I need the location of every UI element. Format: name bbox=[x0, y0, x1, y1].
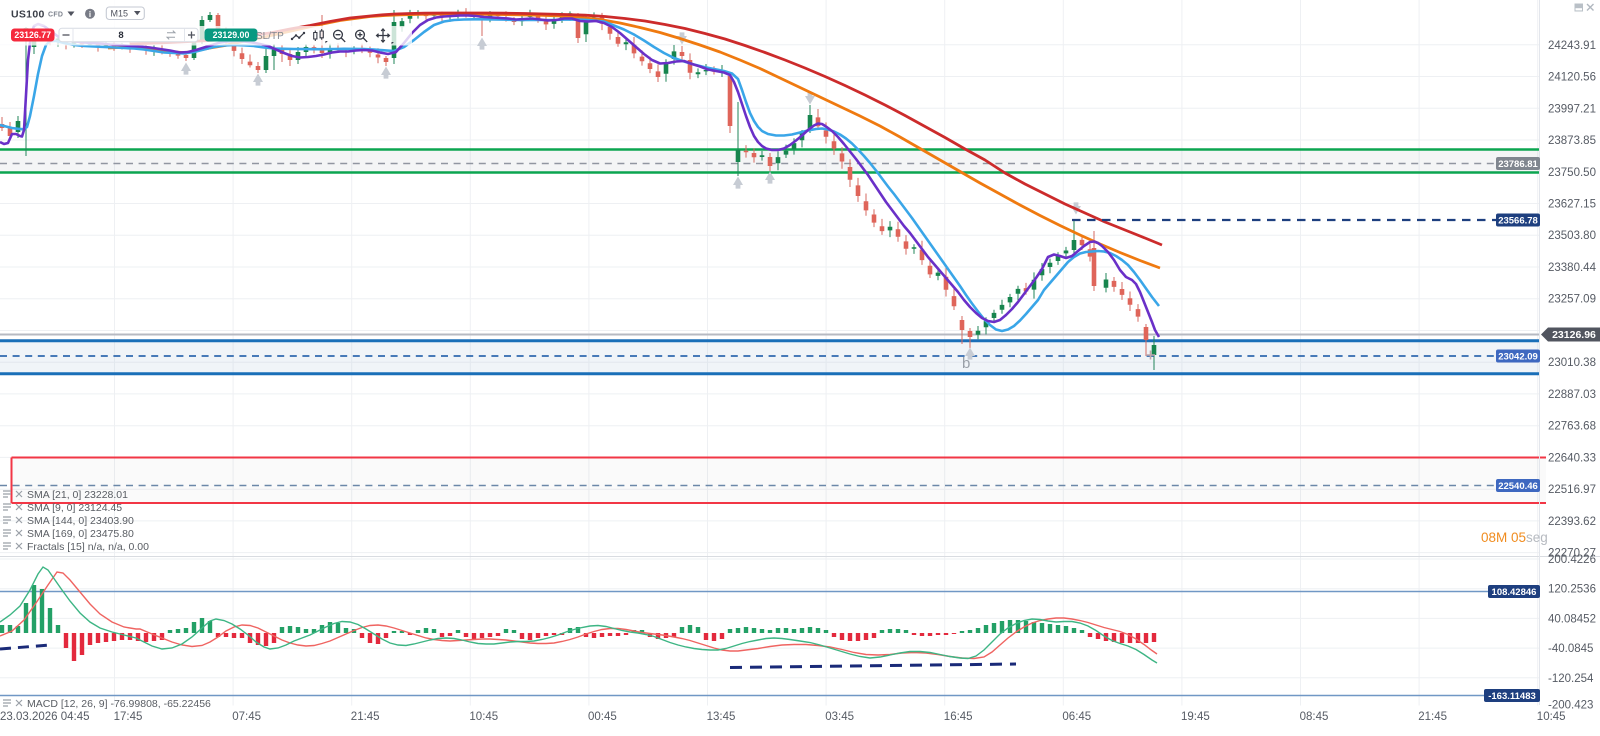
svg-text:200.4226: 200.4226 bbox=[1548, 554, 1596, 566]
svg-text:23.03.2026 04:45: 23.03.2026 04:45 bbox=[0, 711, 90, 723]
svg-text:MACD [12, 26, 9] -76.99808, -6: MACD [12, 26, 9] -76.99808, -65.22456 bbox=[27, 698, 211, 710]
svg-text:22540.46: 22540.46 bbox=[1498, 481, 1538, 492]
svg-text:23010.38: 23010.38 bbox=[1548, 357, 1596, 369]
svg-text:Fractals [15] n/a, n/a, 0.00: Fractals [15] n/a, n/a, 0.00 bbox=[27, 541, 149, 553]
svg-text:03:45: 03:45 bbox=[825, 711, 854, 723]
svg-text:22393.62: 22393.62 bbox=[1548, 516, 1596, 528]
svg-text:06:45: 06:45 bbox=[1062, 711, 1091, 723]
svg-text:17:45: 17:45 bbox=[114, 711, 143, 723]
svg-text:40.08452: 40.08452 bbox=[1548, 613, 1596, 625]
svg-text:-200.423: -200.423 bbox=[1548, 700, 1593, 712]
svg-text:23997.21: 23997.21 bbox=[1548, 103, 1596, 115]
svg-text:SL/TP: SL/TP bbox=[256, 31, 284, 42]
svg-text:23126.77: 23126.77 bbox=[14, 30, 51, 40]
svg-text:21:45: 21:45 bbox=[1418, 711, 1447, 723]
svg-text:CFD: CFD bbox=[48, 12, 63, 19]
svg-text:108.42846: 108.42846 bbox=[1492, 587, 1537, 598]
svg-text:16:45: 16:45 bbox=[944, 711, 973, 723]
svg-text:22763.68: 22763.68 bbox=[1548, 421, 1596, 433]
svg-text:8: 8 bbox=[118, 30, 123, 41]
svg-text:SMA [144, 0] 23403.90: SMA [144, 0] 23403.90 bbox=[27, 515, 134, 527]
svg-text:10:45: 10:45 bbox=[1537, 711, 1566, 723]
svg-text:23873.85: 23873.85 bbox=[1548, 135, 1596, 147]
svg-text:23042.09: 23042.09 bbox=[1498, 352, 1538, 363]
svg-text:SMA [21, 0] 23228.01: SMA [21, 0] 23228.01 bbox=[27, 489, 128, 501]
svg-text:08:45: 08:45 bbox=[1300, 711, 1329, 723]
svg-text:120.2536: 120.2536 bbox=[1548, 584, 1596, 596]
svg-text:22887.03: 22887.03 bbox=[1548, 389, 1596, 401]
svg-text:22270.27: 22270.27 bbox=[1548, 548, 1596, 560]
svg-text:22640.33: 22640.33 bbox=[1548, 452, 1596, 464]
svg-text:23566.78: 23566.78 bbox=[1498, 216, 1538, 227]
svg-text:i: i bbox=[89, 10, 91, 19]
svg-text:13:45: 13:45 bbox=[707, 711, 736, 723]
svg-text:-40.0845: -40.0845 bbox=[1548, 643, 1593, 655]
svg-text:21:45: 21:45 bbox=[351, 711, 380, 723]
svg-text:23129.00: 23129.00 bbox=[213, 30, 250, 40]
svg-text:M15: M15 bbox=[111, 9, 129, 19]
svg-text:US100: US100 bbox=[11, 8, 45, 20]
svg-text:19:45: 19:45 bbox=[1181, 711, 1210, 723]
svg-text:23627.15: 23627.15 bbox=[1548, 199, 1596, 211]
svg-text:07:45: 07:45 bbox=[232, 711, 261, 723]
svg-text:23380.44: 23380.44 bbox=[1548, 262, 1597, 274]
svg-text:23257.09: 23257.09 bbox=[1548, 294, 1596, 306]
svg-text:23503.80: 23503.80 bbox=[1548, 230, 1596, 242]
svg-text:00:45: 00:45 bbox=[588, 711, 617, 723]
svg-text:22516.97: 22516.97 bbox=[1548, 484, 1596, 496]
svg-text:-163.11483: -163.11483 bbox=[1488, 691, 1536, 702]
svg-text:-120.254: -120.254 bbox=[1548, 673, 1594, 685]
svg-text:b: b bbox=[962, 355, 970, 372]
svg-text:SMA [9, 0] 23124.45: SMA [9, 0] 23124.45 bbox=[27, 502, 122, 514]
svg-text:10:45: 10:45 bbox=[469, 711, 498, 723]
svg-text:08M 05seg: 08M 05seg bbox=[1481, 530, 1548, 545]
svg-text:23750.50: 23750.50 bbox=[1548, 167, 1596, 179]
svg-text:SMA [169, 0] 23475.80: SMA [169, 0] 23475.80 bbox=[27, 528, 134, 540]
svg-text:23126.96: 23126.96 bbox=[1552, 329, 1596, 341]
svg-text:23786.81: 23786.81 bbox=[1498, 159, 1538, 170]
svg-text:24120.56: 24120.56 bbox=[1548, 72, 1596, 84]
svg-text:24243.91: 24243.91 bbox=[1548, 40, 1596, 52]
